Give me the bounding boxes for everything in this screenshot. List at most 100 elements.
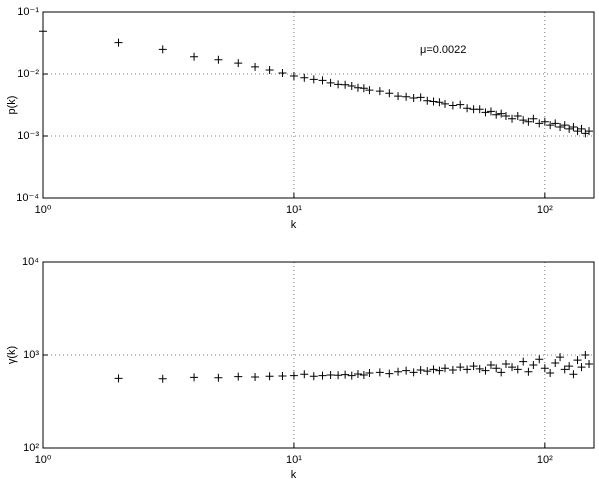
- point: [416, 365, 425, 374]
- point: [456, 363, 465, 372]
- y-tick-label: 10⁻²: [17, 68, 39, 80]
- x-tick-label: 10⁰: [35, 454, 52, 466]
- point: [318, 76, 327, 85]
- point: [565, 124, 574, 133]
- point: [524, 367, 533, 376]
- point: [289, 371, 298, 380]
- point: [265, 66, 274, 75]
- point: [513, 365, 522, 374]
- point: [402, 92, 411, 101]
- point: [423, 96, 432, 105]
- point: [341, 80, 350, 89]
- point: [385, 369, 394, 378]
- point: [347, 82, 356, 91]
- point: [423, 367, 432, 376]
- point: [375, 87, 384, 96]
- point: [513, 112, 522, 121]
- x-tick-label: 10¹: [286, 204, 302, 216]
- point: [365, 369, 374, 378]
- point: [569, 370, 578, 379]
- x-tick-label: 10²: [537, 204, 553, 216]
- point: [486, 361, 495, 370]
- point: [365, 86, 374, 95]
- point: [581, 351, 590, 359]
- x-tick-label: 10²: [537, 454, 553, 466]
- point: [577, 124, 586, 133]
- y-tick-label: 10³: [23, 349, 39, 361]
- point: [416, 93, 425, 102]
- point: [456, 100, 465, 109]
- point: [560, 121, 569, 130]
- point: [524, 117, 533, 126]
- point: [475, 364, 484, 373]
- point: [560, 365, 569, 374]
- point: [334, 80, 343, 89]
- point: [481, 108, 490, 117]
- point: [347, 371, 356, 380]
- point: [326, 78, 335, 87]
- point: [190, 52, 199, 61]
- point: [300, 370, 309, 379]
- point: [546, 369, 555, 378]
- point: [375, 368, 384, 377]
- point: [300, 73, 309, 82]
- point: [402, 366, 411, 375]
- x-axis-label: k: [291, 219, 297, 231]
- point: [492, 364, 501, 373]
- point: [409, 368, 418, 377]
- y-tick-label: 10²: [23, 442, 39, 454]
- point: [429, 365, 438, 374]
- y-axis-label: p(k): [6, 96, 18, 115]
- point: [214, 373, 223, 382]
- point: [463, 365, 472, 374]
- point: [529, 114, 538, 123]
- point: [519, 116, 528, 125]
- x-axis-label: k: [291, 469, 297, 481]
- point: [551, 119, 560, 128]
- point: [158, 45, 167, 54]
- point: [409, 94, 418, 103]
- point: [535, 355, 544, 364]
- point: [577, 363, 586, 372]
- point: [448, 101, 457, 110]
- point: [359, 84, 368, 93]
- point: [573, 127, 582, 136]
- point: [501, 112, 510, 121]
- point: [353, 369, 362, 378]
- point: [508, 363, 517, 372]
- point: [535, 119, 544, 128]
- point: [394, 92, 403, 101]
- y-axis-label: γ(k): [6, 346, 18, 364]
- point: [486, 107, 495, 116]
- point: [114, 38, 123, 47]
- point: [519, 357, 528, 366]
- point: [309, 372, 318, 381]
- point: [573, 356, 582, 365]
- point: [318, 371, 327, 380]
- point: [448, 365, 457, 374]
- point: [309, 75, 318, 84]
- point: [475, 105, 484, 114]
- point: [585, 360, 594, 369]
- point: [529, 361, 538, 370]
- point: [556, 122, 565, 131]
- point: [326, 370, 335, 379]
- point: [508, 114, 517, 123]
- point: [341, 370, 350, 379]
- x-tick-label: 10¹: [286, 454, 302, 466]
- point: [234, 372, 243, 381]
- point: [469, 362, 478, 371]
- point: [234, 59, 243, 68]
- point: [497, 109, 506, 118]
- point: [463, 104, 472, 113]
- point: [481, 366, 490, 375]
- point: [394, 367, 403, 376]
- point: [540, 364, 549, 373]
- point: [278, 371, 287, 380]
- point: [440, 99, 449, 108]
- point: [546, 121, 555, 130]
- point: [551, 359, 560, 368]
- point: [565, 362, 574, 371]
- annotation: μ=0.0022: [420, 44, 466, 56]
